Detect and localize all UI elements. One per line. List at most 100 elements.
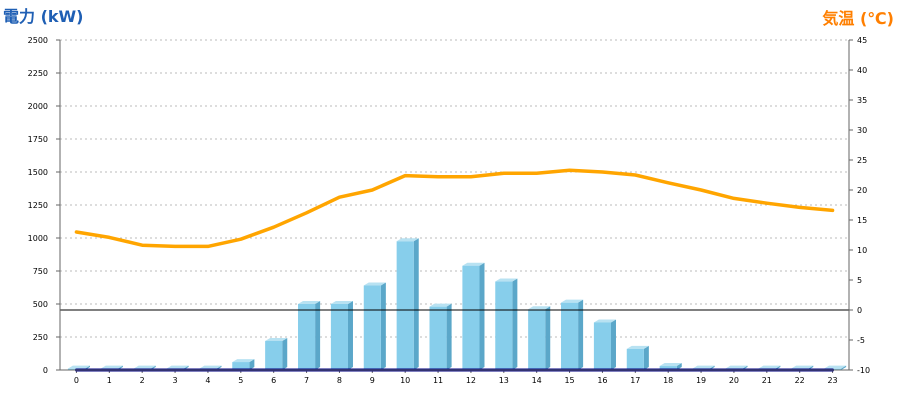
power-bar-top bbox=[396, 238, 419, 242]
power-bar-top bbox=[791, 365, 814, 369]
right-tick-label: 35 bbox=[857, 96, 867, 105]
power-bar-top bbox=[593, 319, 616, 323]
right-tick-label: 45 bbox=[857, 36, 867, 45]
right-tick-label: 30 bbox=[857, 126, 867, 135]
right-tick-label: 10 bbox=[857, 246, 867, 255]
power-bar-top bbox=[265, 337, 288, 341]
power-bar-side bbox=[282, 337, 288, 370]
right-tick-label: -10 bbox=[857, 366, 870, 375]
left-tick-label: 1000 bbox=[28, 234, 48, 243]
right-tick-label: 20 bbox=[857, 186, 867, 195]
x-axis-ticks: 0 1 2 3 4 5 6 7 8 9 10 11 12 13 14 15 16 17 18 19 20 21 22 23 bbox=[74, 370, 838, 385]
power-bar bbox=[298, 304, 316, 370]
right-axis-ticks: -10 -5 0 5 10 15 20 25 30 35 40 45 bbox=[849, 36, 870, 375]
power-bar bbox=[561, 302, 579, 370]
x-tick-label: 19 bbox=[696, 376, 706, 385]
power-bar bbox=[363, 285, 381, 370]
x-tick-label: 3 bbox=[173, 376, 178, 385]
power-bar-top bbox=[462, 262, 485, 266]
power-bar bbox=[396, 241, 414, 370]
power-bar-top bbox=[133, 365, 156, 369]
x-tick-label: 11 bbox=[433, 376, 443, 385]
power-bar bbox=[528, 309, 546, 370]
left-tick-label: 2000 bbox=[28, 102, 48, 111]
x-tick-label: 23 bbox=[827, 376, 837, 385]
right-tick-label: -5 bbox=[857, 336, 865, 345]
power-bar bbox=[462, 265, 480, 370]
x-tick-label: 22 bbox=[795, 376, 805, 385]
series-lines bbox=[74, 168, 835, 372]
power-bar bbox=[593, 322, 611, 370]
power-bar-top bbox=[232, 359, 255, 363]
right-tick-label: 0 bbox=[857, 306, 862, 315]
x-tick-label: 7 bbox=[304, 376, 309, 385]
power-bar bbox=[429, 306, 447, 370]
x-tick-label: 14 bbox=[532, 376, 542, 385]
power-bar-side bbox=[413, 238, 419, 370]
power-bar bbox=[330, 304, 348, 370]
power-bar-top bbox=[330, 301, 353, 304]
left-tick-label: 2250 bbox=[28, 69, 48, 78]
x-tick-label: 20 bbox=[729, 376, 739, 385]
power-bar-top bbox=[363, 282, 386, 286]
left-tick-label: 1500 bbox=[28, 168, 48, 177]
power-bar-top bbox=[659, 363, 682, 367]
x-tick-label: 6 bbox=[271, 376, 276, 385]
power-bar-top bbox=[626, 345, 649, 349]
left-tick-label: 500 bbox=[33, 300, 48, 309]
power-bar-side bbox=[479, 262, 485, 370]
power-bar-top bbox=[100, 365, 123, 369]
axes bbox=[59, 40, 850, 371]
left-tick-label: 1750 bbox=[28, 135, 48, 144]
temperature-line bbox=[74, 168, 835, 249]
power-bar bbox=[232, 362, 250, 370]
power-bar-top bbox=[495, 278, 518, 282]
right-tick-label: 5 bbox=[857, 276, 862, 285]
x-tick-label: 10 bbox=[400, 376, 410, 385]
power-bar-top bbox=[166, 365, 189, 369]
power-bar-top bbox=[725, 365, 748, 369]
x-tick-label: 13 bbox=[499, 376, 509, 385]
power-bar-top bbox=[824, 365, 847, 369]
right-tick-label: 40 bbox=[857, 66, 867, 75]
left-axis-ticks: 0 250 500 750 1000 1250 1500 1750 2000 2250 2500 bbox=[28, 36, 60, 375]
x-tick-label: 5 bbox=[238, 376, 243, 385]
left-tick-label: 0 bbox=[43, 366, 48, 375]
power-bar-side bbox=[315, 301, 321, 370]
left-tick-label: 250 bbox=[33, 333, 48, 342]
x-tick-label: 12 bbox=[466, 376, 476, 385]
power-bar-top bbox=[561, 299, 584, 303]
x-tick-label: 17 bbox=[630, 376, 640, 385]
power-bar bbox=[265, 340, 283, 370]
power-bar bbox=[495, 281, 513, 370]
power-bar bbox=[659, 366, 677, 370]
power-bar-top bbox=[199, 365, 222, 369]
right-axis-title: 気温 (℃) bbox=[822, 9, 894, 28]
power-bar-top bbox=[528, 306, 551, 310]
power-bar-side bbox=[380, 282, 386, 370]
x-tick-label: 9 bbox=[370, 376, 375, 385]
power-bar-top bbox=[758, 365, 781, 369]
x-tick-label: 2 bbox=[140, 376, 145, 385]
left-tick-label: 750 bbox=[33, 267, 48, 276]
power-bar bbox=[626, 348, 644, 370]
x-tick-label: 18 bbox=[663, 376, 673, 385]
x-tick-label: 15 bbox=[564, 376, 574, 385]
power-bar-side bbox=[347, 301, 353, 370]
grid-lines bbox=[60, 39, 849, 338]
power-bar-side bbox=[512, 278, 518, 370]
left-tick-label: 2500 bbox=[28, 36, 48, 45]
power-bar-side bbox=[446, 303, 452, 370]
power-bar-side bbox=[578, 299, 584, 370]
left-axis-title: 電力 (kW) bbox=[3, 7, 84, 26]
power-bar-side bbox=[676, 363, 682, 370]
power-bar-side bbox=[545, 306, 551, 370]
power-bar-side bbox=[249, 359, 255, 370]
x-tick-label: 4 bbox=[205, 376, 210, 385]
power-bar-top bbox=[692, 365, 715, 369]
right-tick-label: 25 bbox=[857, 156, 867, 165]
right-tick-label: 15 bbox=[857, 216, 867, 225]
x-tick-label: 8 bbox=[337, 376, 342, 385]
